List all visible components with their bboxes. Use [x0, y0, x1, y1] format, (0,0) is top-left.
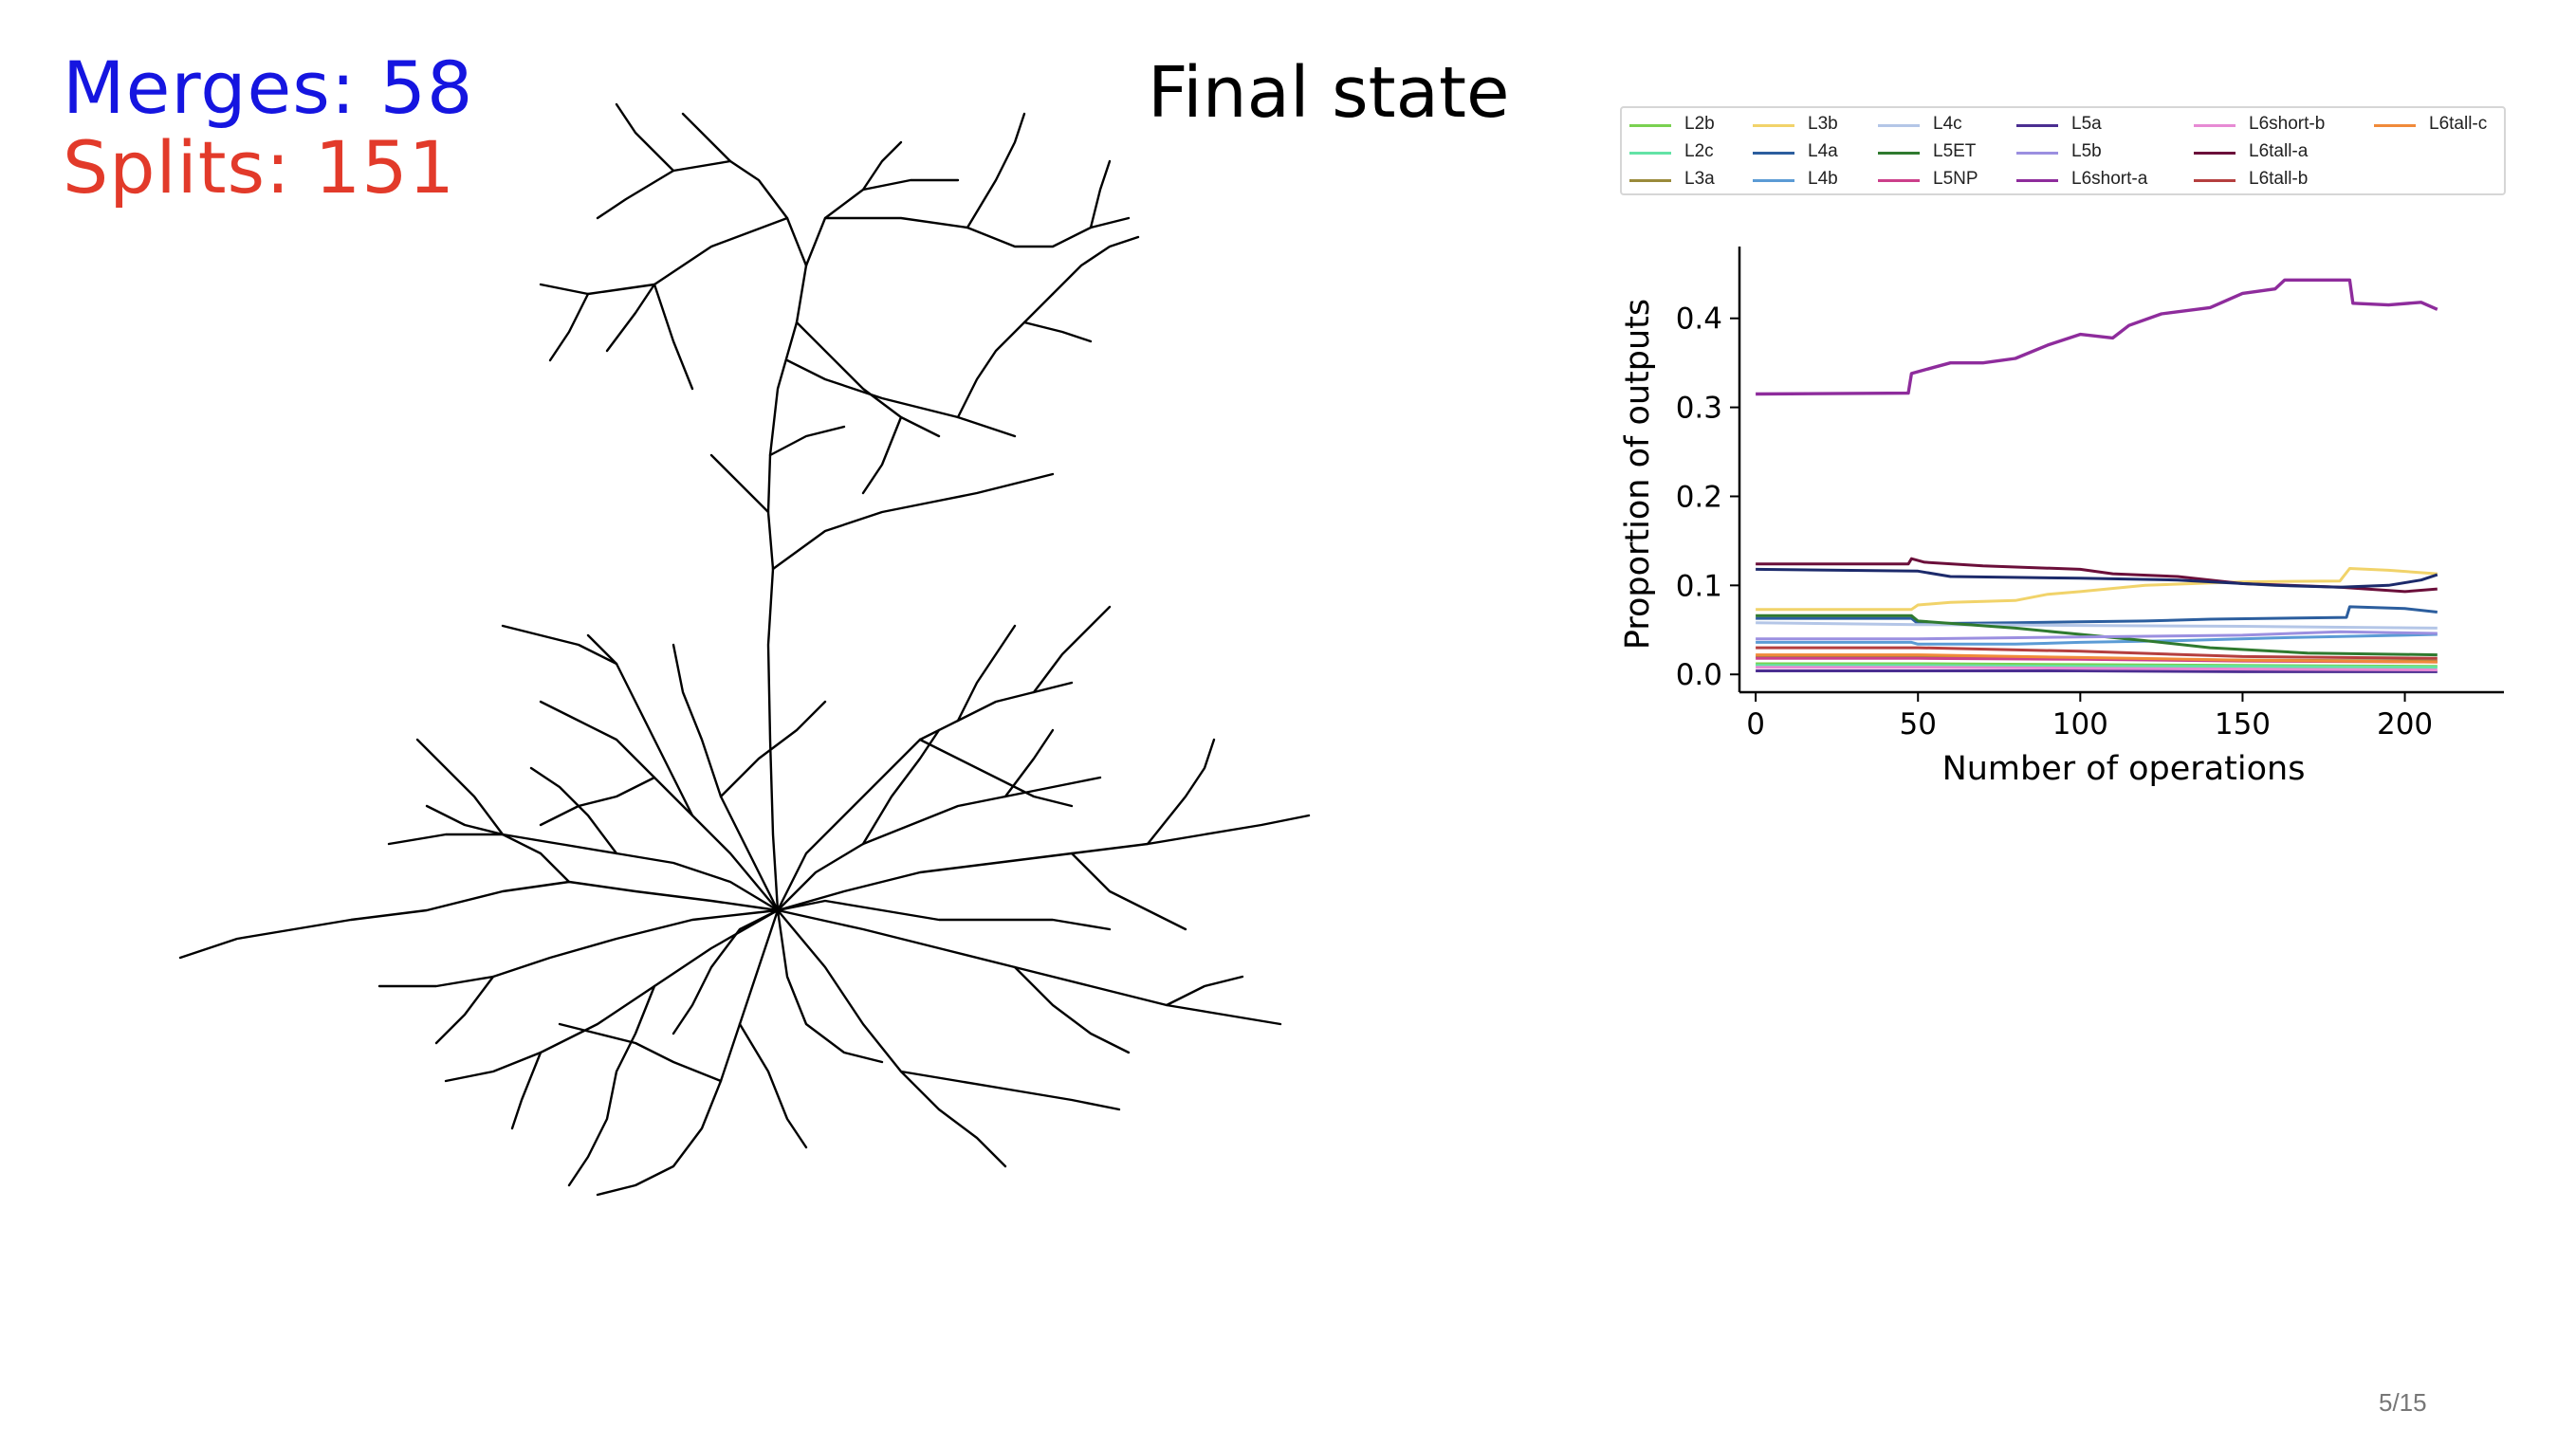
chart-legend: L2b L2c L3a L3b L4a L4b L4c L5ET L5NP L5a L5b L6sho… — [1620, 106, 2506, 195]
x-tick-label: 0 — [1746, 707, 1765, 742]
neuron-branches — [178, 102, 1311, 1197]
y-axis-label: Proportion of outputs — [1619, 299, 1657, 650]
legend-label: L5NP — [1933, 169, 1978, 189]
legend-swatch — [2194, 124, 2236, 127]
legend-swatch — [1878, 179, 1920, 182]
legend-label: L5a — [2071, 114, 2102, 134]
splits-count: Splits: 151 — [63, 125, 455, 210]
legend-swatch — [1753, 179, 1794, 182]
y-tick-label: 0.4 — [1676, 302, 1722, 337]
series-line-l2c — [1756, 664, 2438, 669]
legend-swatch — [2374, 124, 2416, 127]
legend-label: L6short-a — [2071, 169, 2148, 189]
legend-swatch — [1878, 152, 1920, 155]
page-number: 5/15 — [2379, 1388, 2427, 1417]
y-tick-label: 0.1 — [1676, 569, 1722, 603]
series-line-l4a — [1756, 605, 2438, 626]
series-line-l6tall-b — [1756, 646, 2438, 660]
merges-count: Merges: 58 — [63, 46, 474, 130]
legend-label: L4b — [1808, 169, 1838, 189]
legend-swatch — [2194, 179, 2236, 182]
legend-swatch — [1629, 124, 1671, 127]
series-line-l3b — [1756, 567, 2438, 612]
y-tick-label: 0.3 — [1676, 392, 1722, 426]
slide-title: Final state — [1148, 52, 1510, 134]
series-line-l4b — [1756, 632, 2438, 646]
legend-label: L6tall-c — [2429, 114, 2488, 134]
series-line-l6tall-c — [1756, 653, 2438, 664]
chart-series-group — [1756, 278, 2438, 673]
series-line-unlabeled-16 — [1756, 567, 2438, 589]
legend-label: L6tall-a — [2249, 141, 2309, 161]
legend-label: L5ET — [1933, 141, 1977, 161]
series-line-l5et — [1756, 614, 2438, 657]
x-tick-label: 100 — [2052, 707, 2108, 742]
x-tick-label: 50 — [1899, 707, 1936, 742]
x-axis-label: Number of operations — [1942, 750, 2306, 788]
series-line-l6short-a — [1756, 278, 2438, 396]
series-line-l5b — [1756, 630, 2438, 641]
line-chart: 0 50 100 150 200 0.0 0.1 0.2 0.3 0.4 Number of ope… — [1619, 247, 2504, 788]
y-tick-label: 0.2 — [1676, 480, 1722, 514]
legend-label: L3b — [1808, 114, 1838, 134]
legend-swatch — [2016, 179, 2058, 182]
legend-label: L6short-b — [2249, 114, 2326, 134]
x-tick-label: 150 — [2215, 707, 2271, 742]
legend-label: L4a — [1808, 141, 1838, 161]
y-tick-label: 0.0 — [1676, 658, 1722, 692]
series-line-l5a — [1756, 669, 2438, 673]
legend-swatch — [2194, 152, 2236, 155]
x-tick-label: 200 — [2377, 707, 2433, 742]
legend-swatch — [1878, 124, 1920, 127]
legend-swatch — [1629, 179, 1671, 182]
legend-label: L2b — [1684, 114, 1715, 134]
legend-swatch — [1629, 152, 1671, 155]
legend-swatch — [1753, 152, 1794, 155]
chart-axes: 0 50 100 150 200 0.0 0.1 0.2 0.3 0.4 Number of ope… — [1619, 247, 2504, 788]
legend-label: L6tall-b — [2249, 169, 2309, 189]
legend-label: L5b — [2071, 141, 2102, 161]
legend-label: L2c — [1684, 141, 1714, 161]
legend-swatch — [1753, 124, 1794, 127]
legend-swatch — [2016, 152, 2058, 155]
series-line-l6short-b — [1756, 666, 2438, 671]
series-line-l4c — [1756, 621, 2438, 630]
legend-label: L4c — [1933, 114, 1962, 134]
neuron-reconstruction — [178, 102, 1311, 1197]
legend-label: L3a — [1684, 169, 1715, 189]
legend-swatch — [2016, 124, 2058, 127]
